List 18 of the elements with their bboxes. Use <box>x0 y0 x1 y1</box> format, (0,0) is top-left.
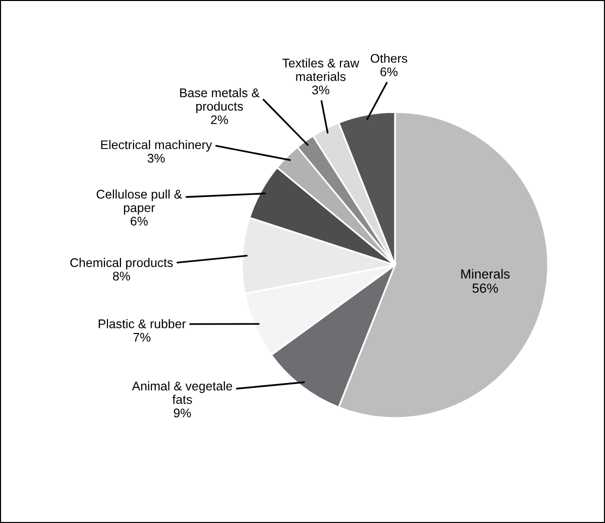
slice-label: Cellulose pull & paper <box>96 189 182 215</box>
data-label: 6% <box>380 67 398 76</box>
data-label: 7% <box>133 332 150 342</box>
data-label: 3% <box>148 154 165 163</box>
data-label: 2% <box>211 115 228 124</box>
data-label: 3% <box>312 86 330 94</box>
slice-label: Others <box>370 54 408 63</box>
slice-label: Animal & vegetale fats <box>132 381 232 404</box>
slice-label: Base metals & products <box>180 88 260 114</box>
slice-label: Plastic & rubber <box>98 319 186 328</box>
slice-label: Textiles & raw materials <box>282 58 360 81</box>
slice-label: Electrical machinery <box>101 140 212 152</box>
data-label: 56% <box>472 284 498 293</box>
slice-label: Chemical products <box>70 258 173 270</box>
data-label: 9% <box>174 408 191 418</box>
data-label: 8% <box>112 272 130 281</box>
data-label: 6% <box>130 216 148 226</box>
slice-label: Minerals <box>461 268 510 279</box>
